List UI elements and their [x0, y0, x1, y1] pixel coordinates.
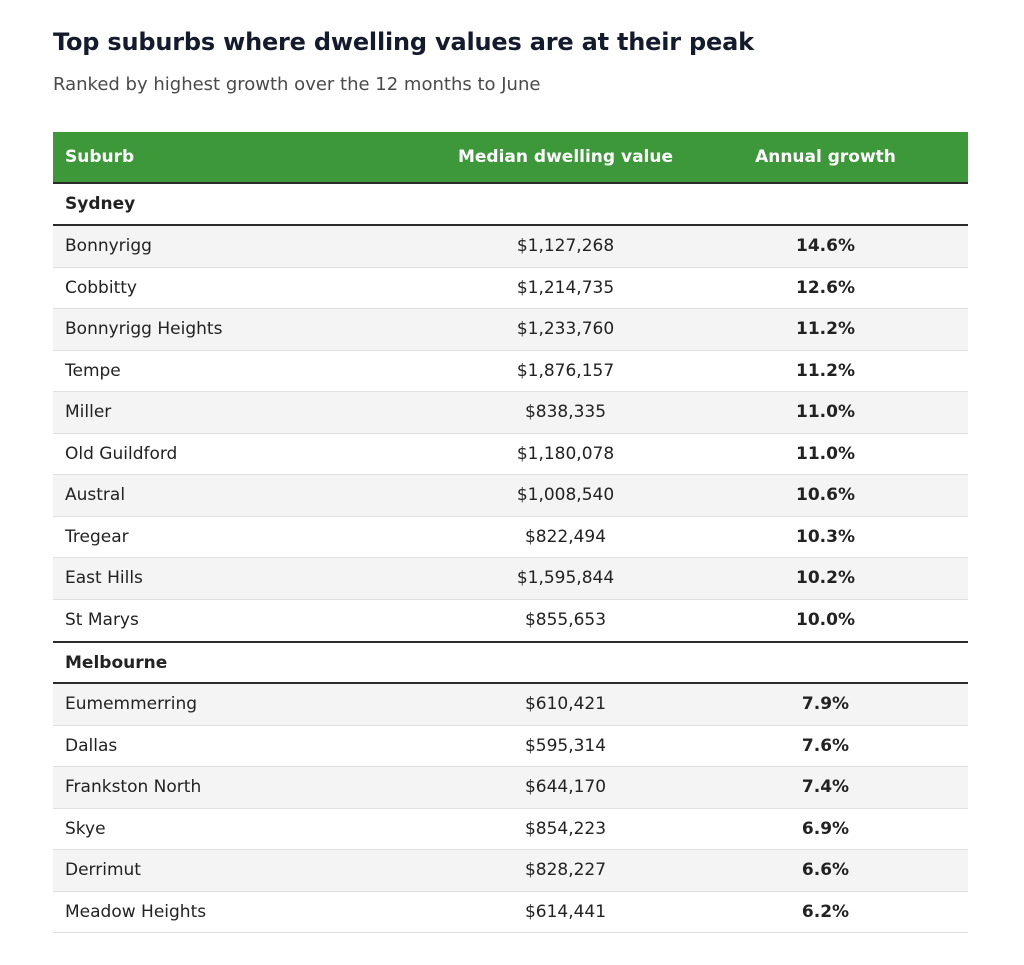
- table-row: Cobbitty $1,214,735 12.6%: [53, 268, 968, 309]
- suburb-cell: Dallas: [65, 735, 118, 756]
- group-label: Melbourne: [65, 652, 168, 673]
- annual-growth-cell: 6.2%: [801, 901, 850, 922]
- suburb-cell: Derrimut: [65, 860, 141, 881]
- annual-growth-cell: 11.0%: [796, 443, 855, 464]
- median-value-cell: $1,180,078: [516, 443, 615, 464]
- annual-growth-cell: 6.6%: [801, 860, 850, 881]
- table-row: St Marys $855,653 10.0%: [53, 600, 968, 642]
- median-value-cell: $855,653: [524, 610, 607, 631]
- median-value-cell: $854,223: [524, 818, 607, 839]
- annual-growth-cell: 10.6%: [796, 485, 855, 506]
- chart-subtitle: Ranked by highest growth over the 12 mon…: [53, 74, 541, 95]
- table-row: Old Guildford $1,180,078 11.0%: [53, 434, 968, 475]
- suburb-cell: Old Guildford: [65, 443, 178, 464]
- chart-title: Top suburbs where dwelling values are at…: [53, 28, 754, 56]
- table-row: Miller $838,335 11.0%: [53, 392, 968, 434]
- suburb-cell: Bonnyrigg Heights: [65, 319, 223, 340]
- table-row: Meadow Heights $614,441 6.2%: [53, 892, 968, 933]
- table-row: Tempe $1,876,157 11.2%: [53, 351, 968, 392]
- annual-growth-cell: 11.2%: [796, 319, 855, 340]
- column-header-median-value: Median dwelling value: [457, 147, 674, 167]
- annual-growth-cell: 10.3%: [796, 526, 855, 547]
- suburb-cell: Eumemmerring: [65, 694, 198, 715]
- median-value-cell: $822,494: [524, 526, 607, 547]
- table-row: Austral $1,008,540 10.6%: [53, 475, 968, 517]
- suburb-cell: Cobbitty: [65, 277, 137, 298]
- annual-growth-cell: 14.6%: [796, 236, 855, 257]
- table-row: Bonnyrigg $1,127,268 14.6%: [53, 226, 968, 268]
- table-row: Derrimut $828,227 6.6%: [53, 850, 968, 892]
- table-header: Suburb Median dwelling value Annual grow…: [53, 132, 968, 184]
- annual-growth-cell: 6.9%: [801, 818, 850, 839]
- median-value-cell: $1,876,157: [516, 360, 615, 381]
- column-header-annual-growth: Annual growth: [755, 147, 896, 167]
- suburb-cell: Tregear: [65, 526, 129, 547]
- annual-growth-cell: 7.6%: [801, 735, 850, 756]
- table-row: Skye $854,223 6.9%: [53, 809, 968, 850]
- median-value-cell: $644,170: [524, 777, 607, 798]
- annual-growth-cell: 10.2%: [796, 568, 855, 589]
- table-row: Tregear $822,494 10.3%: [53, 517, 968, 558]
- annual-growth-cell: 7.9%: [801, 694, 850, 715]
- table-row: Frankston North $644,170 7.4%: [53, 767, 968, 809]
- suburb-cell: Bonnyrigg: [65, 236, 152, 257]
- median-value-cell: $828,227: [524, 860, 607, 881]
- median-value-cell: $838,335: [524, 402, 607, 423]
- table-row: Bonnyrigg Heights $1,233,760 11.2%: [53, 309, 968, 351]
- annual-growth-cell: 11.0%: [796, 402, 855, 423]
- median-value-cell: $610,421: [524, 694, 607, 715]
- median-value-cell: $595,314: [524, 735, 607, 756]
- suburb-cell: Skye: [65, 818, 106, 839]
- table-body: Sydney Bonnyrigg $1,127,268 14.6% Cobbitty $1…: [53, 184, 968, 933]
- data-table: Suburb Median dwelling value Annual grow…: [53, 132, 968, 933]
- median-value-cell: $1,127,268: [516, 236, 615, 257]
- suburb-cell: St Marys: [65, 610, 139, 631]
- table-row: East Hills $1,595,844 10.2%: [53, 558, 968, 600]
- annual-growth-cell: 11.2%: [796, 360, 855, 381]
- suburb-cell: East Hills: [65, 568, 143, 589]
- table-row: Dallas $595,314 7.6%: [53, 726, 968, 767]
- median-value-cell: $1,008,540: [516, 485, 615, 506]
- suburb-cell: Austral: [65, 485, 126, 506]
- suburb-cell: Meadow Heights: [65, 901, 207, 922]
- table-row: Eumemmerring $610,421 7.9%: [53, 684, 968, 726]
- median-value-cell: $1,595,844: [516, 568, 615, 589]
- suburb-cell: Tempe: [65, 360, 121, 381]
- column-header-suburb: Suburb: [65, 147, 135, 167]
- annual-growth-cell: 7.4%: [801, 777, 850, 798]
- annual-growth-cell: 12.6%: [796, 277, 855, 298]
- group-row-sydney: Sydney: [53, 184, 968, 226]
- group-row-melbourne: Melbourne: [53, 641, 968, 684]
- suburb-cell: Miller: [65, 402, 112, 423]
- median-value-cell: $1,233,760: [516, 319, 615, 340]
- annual-growth-cell: 10.0%: [796, 610, 855, 631]
- median-value-cell: $1,214,735: [516, 277, 615, 298]
- median-value-cell: $614,441: [524, 901, 607, 922]
- group-label: Sydney: [65, 194, 136, 214]
- suburb-cell: Frankston North: [65, 777, 202, 798]
